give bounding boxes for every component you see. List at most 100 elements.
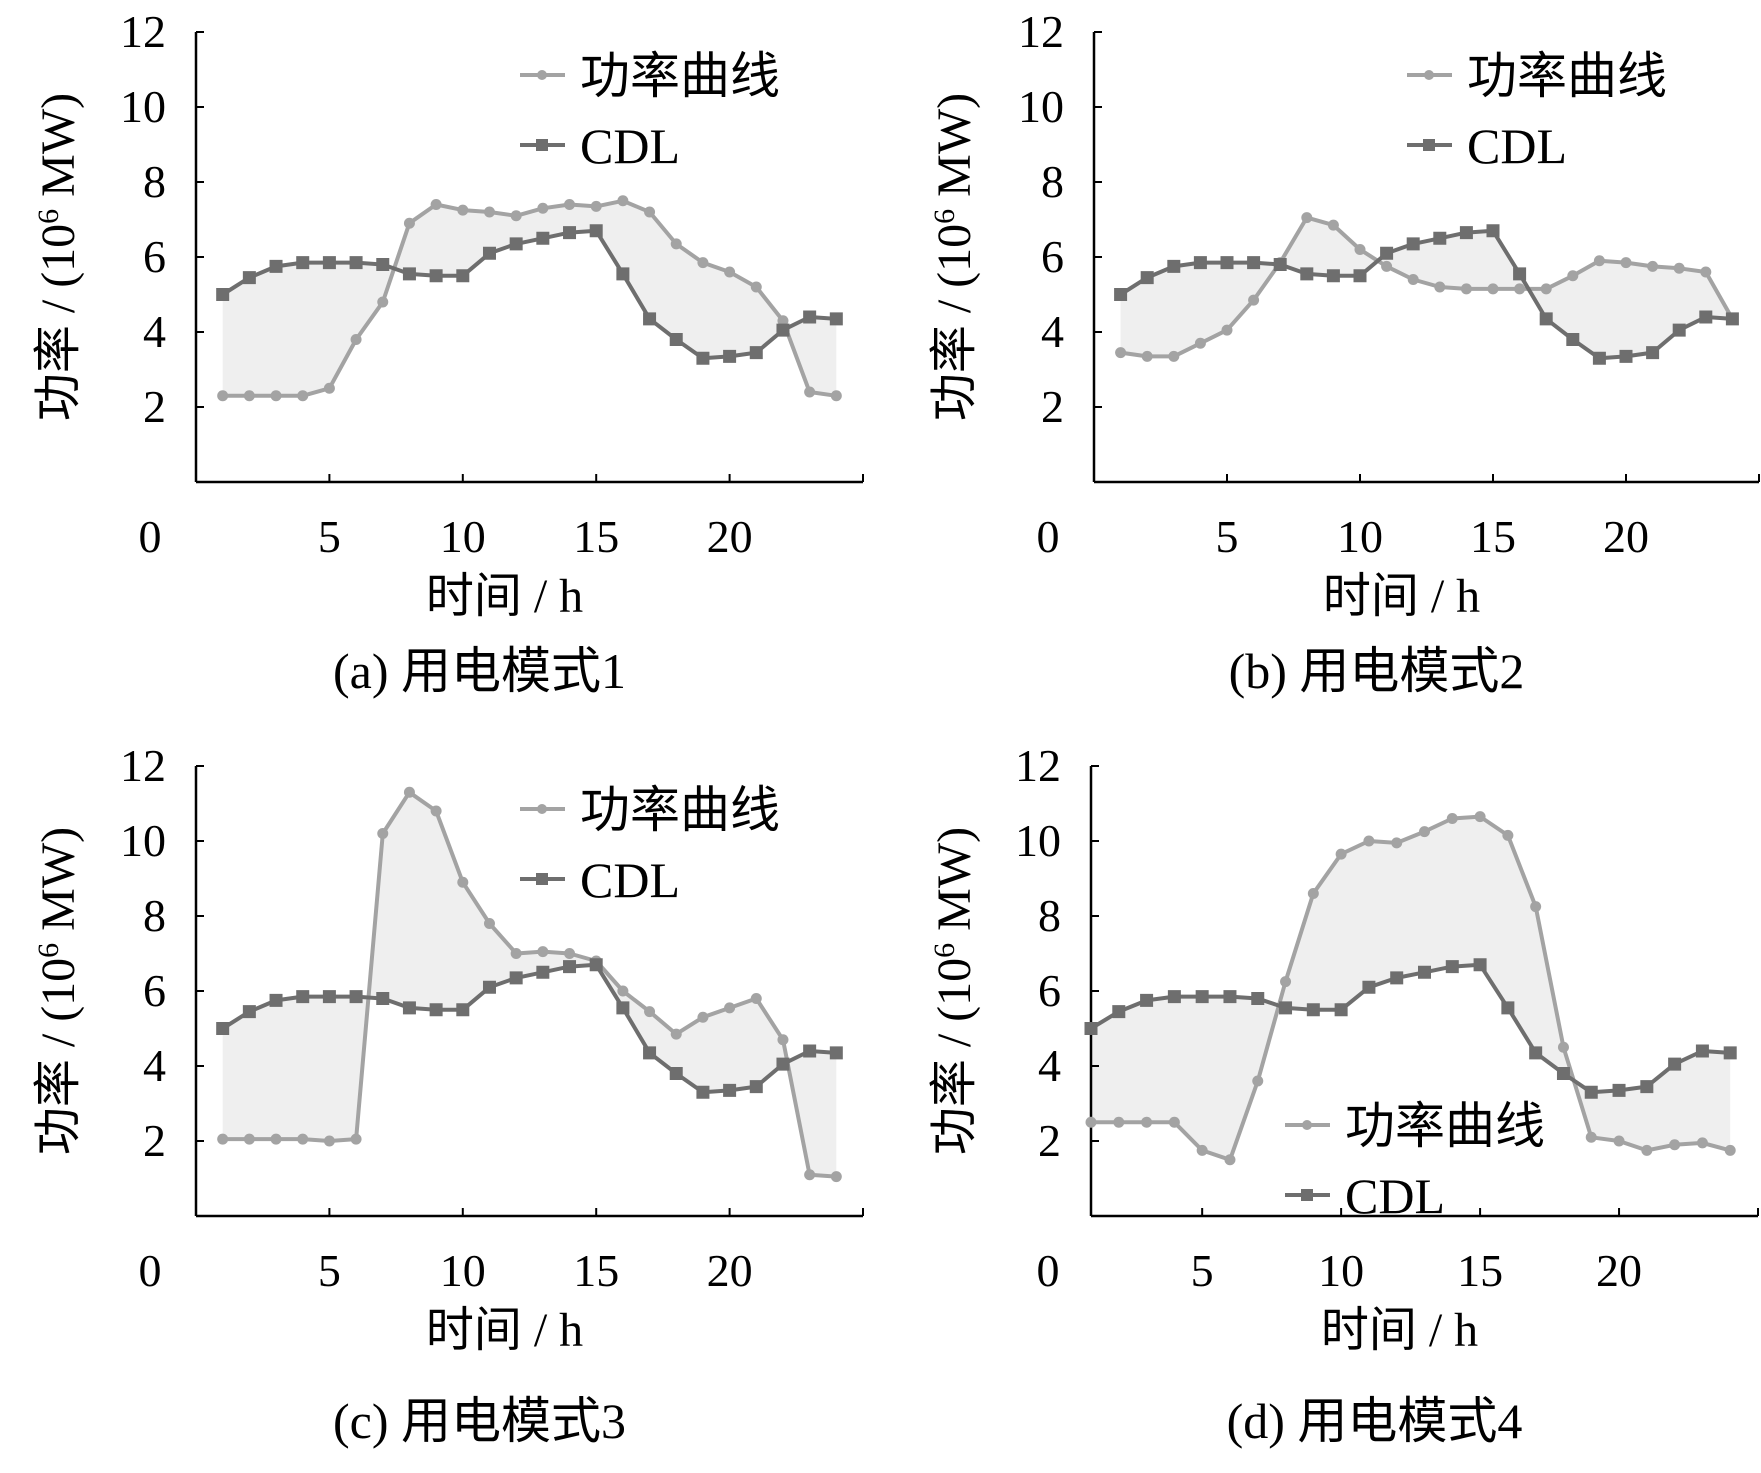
legend-label-power: 功率曲线 [580, 782, 780, 838]
cdl-point [1390, 971, 1404, 985]
y-tick-label: 2 [143, 381, 166, 432]
legend-label-cdl: CDL [580, 118, 680, 174]
y-tick-label: 10 [1015, 815, 1061, 866]
power-point [804, 1169, 816, 1181]
cdl-point [322, 256, 336, 270]
cdl-point [1725, 312, 1739, 326]
power-point [590, 200, 602, 212]
power-point [1196, 1144, 1208, 1156]
y-tick-label: 8 [1038, 890, 1061, 941]
power-point [1585, 1131, 1597, 1143]
power-point [1446, 813, 1458, 824]
power-point [1700, 266, 1712, 278]
power-point [724, 266, 736, 278]
cdl-point [776, 1057, 790, 1071]
y-axis-title-suffix: MW) [928, 827, 981, 943]
power-point [1354, 244, 1366, 255]
cdl-point [1247, 256, 1261, 270]
cdl-point [1619, 349, 1633, 363]
y-tick-label: 2 [143, 1115, 166, 1166]
cdl-point [296, 256, 310, 270]
power-point [750, 993, 762, 1004]
cdl-point [669, 333, 683, 346]
cdl-point [349, 256, 363, 270]
power-point [1557, 1041, 1569, 1053]
cdl-point [1584, 1085, 1598, 1099]
cdl-point [402, 1001, 416, 1015]
x-tick-label: 20 [707, 511, 753, 562]
power-point [483, 206, 495, 218]
panel-caption: (c) 用电模式3 [333, 1393, 626, 1449]
fill-between-area [222, 792, 837, 1177]
power-point [644, 1006, 656, 1018]
cdl-point [643, 312, 657, 326]
power-point [1641, 1144, 1653, 1156]
y-tick-label: 6 [143, 231, 166, 282]
cdl-point [1273, 258, 1287, 271]
power-point [564, 199, 576, 210]
x-tick-label: 10 [440, 1245, 486, 1296]
power-point [1381, 260, 1393, 272]
y-tick-label: 10 [120, 815, 166, 866]
cdl-point [1486, 224, 1500, 238]
cdl-point [1112, 1005, 1126, 1019]
y-axis-title-sup: 6 [32, 943, 65, 958]
legend: 功率曲线 CDL [520, 782, 780, 908]
legend: 功率曲线 CDL [1285, 1098, 1545, 1224]
cdl-point [1513, 267, 1527, 281]
y-tick-label: 4 [143, 1040, 166, 1091]
power-point [510, 948, 522, 959]
y-axis-title-suffix: MW) [32, 827, 85, 943]
power-point [1474, 811, 1486, 823]
power-point [1514, 283, 1526, 295]
cdl-point [723, 1083, 737, 1097]
power-point [777, 1034, 789, 1046]
legend: 功率曲线 CDL [1407, 48, 1667, 174]
power-point [350, 334, 362, 345]
cdl-point [1167, 259, 1181, 273]
x-tick-label: 15 [1457, 1245, 1503, 1296]
y-axis-title-suffix: MW) [928, 93, 981, 209]
y-axis-title: 功率 / (106 MW) [32, 93, 86, 421]
cdl-point [509, 971, 523, 985]
cdl-point [349, 990, 363, 1004]
x-tick-label: 5 [1191, 1245, 1214, 1296]
cdl-point [1114, 288, 1128, 301]
legend-marker-power [537, 70, 547, 80]
y-axis-title-prefix: 功率 / (10 [928, 958, 981, 1155]
legend-label-power: 功率曲线 [580, 48, 780, 104]
cdl-point [1195, 990, 1209, 1004]
power-point [323, 382, 335, 394]
cdl-point [829, 1046, 843, 1060]
cdl-point [429, 1003, 443, 1017]
cdl-point [1433, 231, 1447, 245]
y-axis-title: 功率 / (106 MW) [928, 827, 982, 1155]
cdl-point [482, 246, 496, 260]
cdl-point [1167, 990, 1181, 1004]
cdl-point [269, 993, 283, 1007]
x-tick-label: 15 [573, 1245, 619, 1296]
legend: 功率曲线 CDL [520, 48, 780, 174]
cdl-point [1566, 333, 1580, 346]
power-point [270, 390, 282, 402]
cdl-point [803, 310, 817, 324]
cdl-point [376, 258, 390, 271]
x-tick-label: 5 [318, 511, 341, 562]
power-point [457, 204, 469, 216]
cdl-point [1418, 965, 1431, 979]
cdl-point [1699, 310, 1713, 324]
cdl-point [803, 1044, 817, 1058]
cdl-point [723, 349, 737, 363]
cdl-point [1646, 346, 1660, 360]
cdl-point [1612, 1083, 1626, 1097]
x-tick-label: 0 [1037, 1245, 1060, 1296]
power-point [804, 386, 816, 398]
power-point [724, 1002, 736, 1014]
cdl-point [216, 288, 230, 301]
legend-marker-cdl [1301, 1189, 1313, 1201]
cdl-point [1668, 1057, 1682, 1071]
power-point [1307, 888, 1319, 899]
power-point [1221, 324, 1233, 336]
